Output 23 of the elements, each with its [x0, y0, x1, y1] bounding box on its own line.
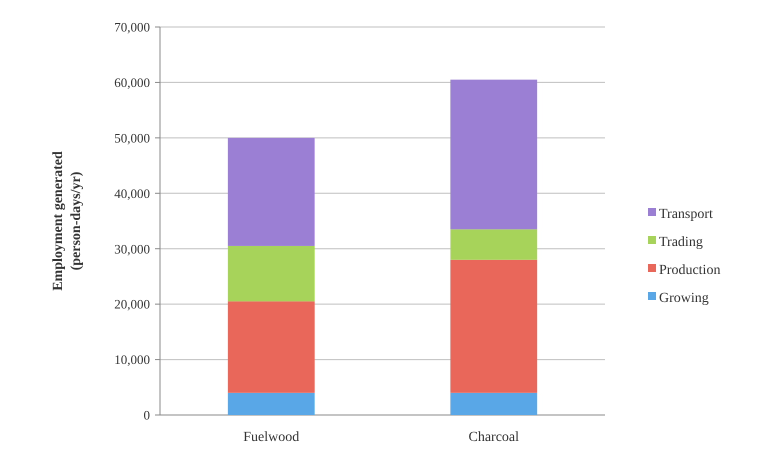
y-tick-label: 50,000 [114, 130, 150, 146]
legend-label: Production [659, 262, 720, 278]
bar [450, 229, 538, 260]
legend-label: Trading [659, 234, 703, 250]
bar [228, 138, 315, 246]
y-tick-label: 30,000 [114, 241, 150, 256]
bar [450, 260, 538, 393]
x-tick-label: Fuelwood [243, 430, 300, 445]
y-tick-label: 70,000 [114, 20, 150, 35]
bar [450, 392, 538, 415]
y-axis-title: Employment generated (person-days/yr) [51, 150, 84, 291]
bar [450, 80, 538, 230]
legend-label: Growing [659, 290, 709, 306]
legend-label: Transport [659, 206, 714, 222]
y-tick-label: 10,000 [114, 352, 150, 368]
bar [228, 246, 315, 302]
y-tick-label: 60,000 [114, 74, 150, 90]
bar [228, 301, 315, 393]
y-tick-label: 0 [144, 408, 150, 423]
y-tick-label: 40,000 [114, 186, 150, 201]
y-tick-label: 20,000 [114, 296, 150, 312]
bar [228, 392, 315, 415]
x-tick-label: Charcoal [468, 430, 520, 445]
